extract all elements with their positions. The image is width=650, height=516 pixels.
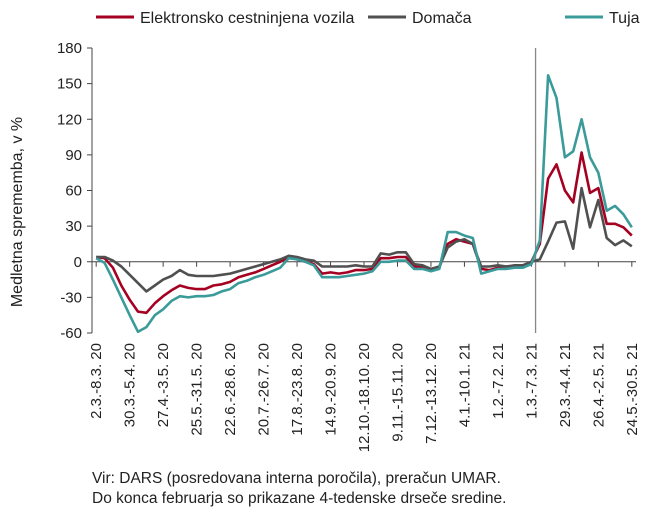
x-tick-label: 29.3.-4.4. 21 [557,343,574,427]
legend-label-1: Elektronsko cestninjena vozila [140,10,354,27]
y-tick-label: 30 [65,218,82,235]
y-tick-label: 90 [65,147,82,164]
y-tick-label: 60 [65,183,82,200]
y-tick-label: 180 [57,40,82,57]
footnote-note: Do konca februarja so prikazane 4-tedens… [92,490,507,507]
series-line-2 [96,186,633,293]
x-tick-label: 22.6.-28.6. 20 [222,343,239,436]
x-tick-label: 25.5.-31.5. 20 [189,343,206,436]
y-axis: -60 -30 0 30 60 90 120 150 180 [57,40,93,342]
x-tick-label: 24.5.-30.5. 21 [624,343,641,436]
y-tick-label: 120 [57,111,82,128]
x-tick-label: 4.1.-10.1. 21 [456,343,473,427]
y-tick-label: -60 [60,325,82,342]
x-tick-label: 7.12.-13.12. 20 [423,343,440,444]
series-line-1 [96,151,633,315]
x-tick-label: 30.3.-5.4. 20 [122,343,139,427]
x-tick-label: 9.11.-15.11. 20 [389,343,406,442]
y-tick-label: 0 [74,254,82,271]
legend-label-3: Tuja [609,10,640,27]
x-tick-label: 14.9.-20.9. 20 [323,343,340,436]
series-line-3 [95,74,633,334]
x-tick-label: 2.3.-8.3. 20 [88,343,105,419]
series-layer [95,74,633,334]
footnote-source: Vir: DARS (posredovana interna poročila)… [92,470,501,487]
x-tick-label: 20.7.-26.7. 20 [256,343,273,436]
x-axis: 2.3.-8.3. 20 30.3.-5.4. 20 27.4.-3.5. 20 25… [88,48,641,452]
legend-label-2: Domača [412,10,472,27]
legend: Elektronsko cestninjena vozila Domača Tuja [96,10,640,27]
x-tick-label: 1.2.-7.2. 21 [490,343,507,419]
x-tick-label: 26.4.-2.5. 21 [590,343,607,427]
x-tick-label: 27.4.-3.5. 20 [155,343,172,427]
x-tick-label: 12.10.-18.10. 20 [356,343,373,452]
y-tick-label: -30 [60,289,82,306]
x-tick-label: 1.3.-7.3. 21 [523,343,540,419]
y-axis-label: Medletna sprememba, v % [9,117,26,307]
x-tick-label: 17.8.-23.8. 20 [289,343,306,436]
y-tick-label: 150 [57,76,82,93]
